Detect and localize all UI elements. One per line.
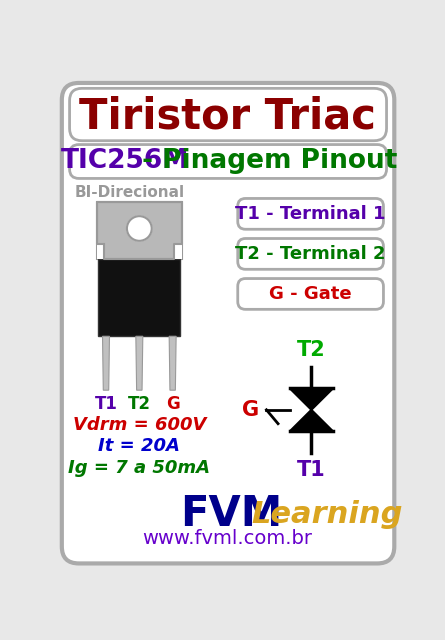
Text: BI-Direcional: BI-Direcional [74, 185, 184, 200]
FancyBboxPatch shape [69, 88, 387, 141]
Text: Learning: Learning [252, 500, 403, 529]
Polygon shape [136, 336, 143, 390]
Text: G: G [243, 400, 259, 420]
FancyBboxPatch shape [97, 244, 105, 259]
Polygon shape [290, 410, 333, 431]
FancyBboxPatch shape [97, 202, 182, 259]
Text: www.fvml.com.br: www.fvml.com.br [143, 529, 313, 548]
FancyBboxPatch shape [69, 145, 387, 179]
Text: Ig = 7 a 50mA: Ig = 7 a 50mA [69, 459, 210, 477]
Circle shape [127, 216, 152, 241]
Text: T1: T1 [95, 395, 117, 413]
Text: G: G [166, 395, 179, 413]
Polygon shape [102, 336, 109, 390]
Polygon shape [169, 336, 176, 390]
FancyBboxPatch shape [238, 239, 384, 269]
Text: T2 - Terminal 2: T2 - Terminal 2 [235, 245, 386, 263]
Text: T1 - Terminal 1: T1 - Terminal 1 [235, 205, 386, 223]
FancyBboxPatch shape [238, 198, 384, 229]
Text: Vdrm = 600V: Vdrm = 600V [73, 416, 206, 434]
Text: It = 20A: It = 20A [98, 437, 180, 456]
Text: - Pinagem Pinout: - Pinagem Pinout [133, 148, 397, 175]
Text: T1: T1 [297, 460, 326, 479]
Text: TIC256M: TIC256M [61, 148, 190, 175]
Text: FVM: FVM [180, 493, 282, 535]
FancyBboxPatch shape [238, 278, 384, 309]
Text: T2: T2 [128, 395, 151, 413]
Text: Tiristor Triac: Tiristor Triac [79, 96, 376, 138]
FancyBboxPatch shape [98, 259, 180, 336]
FancyBboxPatch shape [174, 244, 182, 259]
Text: G - Gate: G - Gate [269, 285, 352, 303]
Text: T2: T2 [297, 340, 326, 360]
Polygon shape [290, 388, 333, 410]
FancyBboxPatch shape [62, 83, 394, 563]
